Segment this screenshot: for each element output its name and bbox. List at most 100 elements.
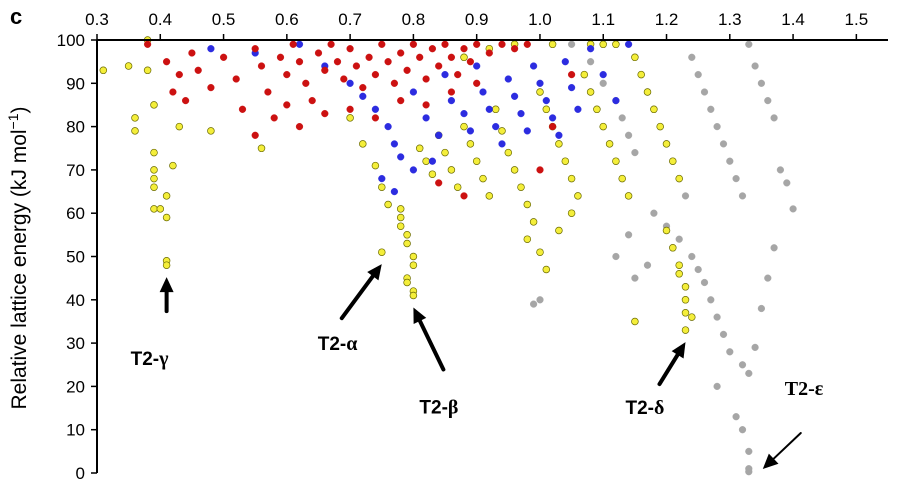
data-point-blue (498, 140, 506, 148)
data-point-red (169, 88, 177, 96)
data-point-gray (650, 209, 658, 217)
data-point-red (283, 101, 291, 109)
data-point-red (473, 40, 481, 48)
data-point-yellow (143, 66, 152, 75)
annotation-label: T2-α (318, 333, 358, 355)
data-point-blue (409, 166, 418, 174)
data-point-gray (643, 261, 652, 269)
data-point-yellow (460, 122, 468, 131)
data-point-gray (770, 114, 778, 122)
data-point-gray (631, 149, 639, 157)
data-point-blue (422, 114, 430, 122)
data-point-blue (447, 96, 456, 105)
data-point-red (435, 62, 443, 70)
data-point-yellow (599, 40, 607, 49)
data-point-red (340, 75, 348, 83)
y-axis-label-main: Relative lattice energy (kJ mol (8, 129, 31, 409)
data-point-red (207, 83, 215, 92)
data-points (99, 36, 797, 476)
data-point-yellow (428, 170, 437, 178)
data-point-gray (726, 157, 734, 165)
data-point-gray (536, 296, 544, 304)
data-point-red (144, 40, 152, 48)
data-point-red (264, 88, 272, 96)
y-tick-label: 50 (66, 248, 85, 267)
data-point-blue (561, 58, 569, 66)
data-point-yellow (257, 144, 266, 153)
data-point-yellow (681, 326, 690, 334)
data-point-yellow (599, 122, 607, 131)
x-tick-label: 0.6 (275, 10, 299, 29)
data-point-red (485, 49, 493, 57)
panel-label: c (10, 4, 22, 29)
data-point-blue (510, 92, 519, 100)
data-point-red (276, 53, 285, 61)
data-point-red (422, 101, 430, 109)
data-point-yellow (605, 140, 614, 148)
data-point-yellow (453, 183, 462, 191)
x-tick-label: 1.0 (528, 10, 552, 29)
data-point-yellow (669, 244, 677, 252)
data-point-yellow (150, 174, 158, 183)
data-point-gray (745, 40, 753, 48)
data-point-red (447, 53, 456, 61)
data-point-blue (586, 45, 595, 53)
data-point-yellow (124, 62, 133, 70)
data-point-blue (523, 127, 531, 135)
y-tick-label: 70 (66, 161, 85, 180)
y-axis-ticks: 0 10 20 30 40 50 60 70 80 90 100 (57, 31, 97, 481)
data-point-gray (757, 304, 766, 313)
data-point-yellow (643, 88, 652, 96)
data-point-red (473, 79, 481, 87)
data-point-yellow (656, 122, 664, 131)
data-point-gray (738, 192, 747, 200)
data-point-yellow (150, 166, 158, 174)
data-point-blue (517, 109, 525, 118)
data-point-red (175, 70, 183, 79)
data-point-yellow (396, 222, 405, 230)
data-point-yellow (681, 309, 690, 317)
data-point-yellow (150, 148, 158, 157)
data-point-red (466, 58, 475, 66)
data-point-yellow (498, 127, 506, 135)
data-point-yellow (396, 205, 405, 213)
data-point-blue (473, 62, 481, 70)
data-point-yellow (396, 213, 405, 222)
data-point-yellow (510, 166, 519, 174)
data-point-gray (764, 274, 772, 282)
data-point-blue (624, 40, 633, 48)
data-point-gray (732, 175, 740, 183)
x-tick-label: 0.7 (338, 10, 362, 29)
data-point-blue (485, 105, 493, 113)
data-point-yellow (422, 157, 430, 165)
data-point-gray (770, 244, 778, 252)
data-point-red (454, 70, 462, 79)
data-point-blue (504, 75, 512, 83)
x-tick-label: 1.4 (781, 10, 805, 29)
data-point-gray (783, 179, 791, 187)
data-point-red (238, 105, 247, 113)
data-point-gray (675, 235, 683, 243)
data-point-yellow (378, 183, 386, 191)
data-point-yellow (504, 148, 513, 157)
y-tick-label: 40 (66, 291, 85, 310)
data-point-gray (751, 62, 759, 70)
data-point-red (283, 70, 291, 79)
data-point-gray (745, 468, 753, 476)
data-point-red (397, 96, 405, 105)
data-point-red (390, 79, 399, 87)
y-tick-label: 10 (66, 421, 85, 440)
data-point-gray (719, 330, 728, 339)
data-point-blue (466, 127, 475, 135)
data-point-blue (397, 153, 405, 161)
data-point-blue (492, 122, 500, 131)
data-point-yellow (162, 213, 171, 222)
data-point-yellow (681, 296, 690, 304)
data-point-blue (536, 79, 544, 87)
data-point-yellow (662, 226, 671, 235)
data-point-blue (207, 45, 215, 53)
data-point-red (510, 45, 519, 53)
annotation-label: T2-γ (131, 348, 170, 370)
data-point-gray (745, 369, 753, 378)
data-point-yellow (169, 161, 177, 170)
